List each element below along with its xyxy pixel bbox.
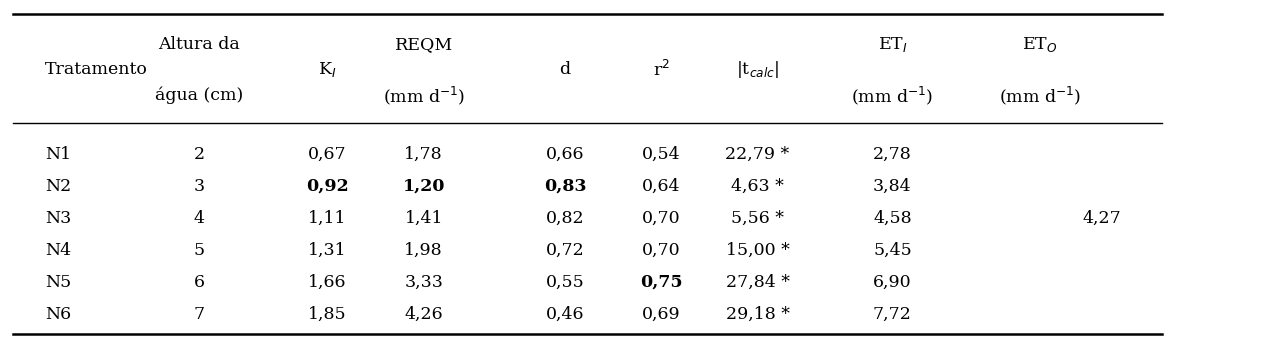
Text: ET$_I$: ET$_I$ bbox=[877, 35, 908, 54]
Text: ET$_O$: ET$_O$ bbox=[1022, 35, 1058, 54]
Text: REQM: REQM bbox=[394, 36, 453, 53]
Text: N3: N3 bbox=[45, 210, 71, 227]
Text: 7,72: 7,72 bbox=[873, 306, 912, 323]
Text: Altura da: Altura da bbox=[158, 36, 240, 53]
Text: 3,33: 3,33 bbox=[404, 274, 443, 291]
Text: 0,46: 0,46 bbox=[546, 306, 584, 323]
Text: N1: N1 bbox=[45, 146, 71, 163]
Text: 0,70: 0,70 bbox=[642, 210, 681, 227]
Text: 0,66: 0,66 bbox=[546, 146, 584, 163]
Text: 22,79 *: 22,79 * bbox=[725, 146, 790, 163]
Text: N6: N6 bbox=[45, 306, 71, 323]
Text: 1,98: 1,98 bbox=[404, 242, 443, 259]
Text: (mm d$^{-1}$): (mm d$^{-1}$) bbox=[383, 84, 465, 107]
Text: 0,83: 0,83 bbox=[543, 178, 587, 195]
Text: 1,41: 1,41 bbox=[404, 210, 443, 227]
Text: |t$_{calc}$|: |t$_{calc}$| bbox=[736, 59, 779, 80]
Text: K$_I$: K$_I$ bbox=[318, 60, 336, 79]
Text: 27,84 *: 27,84 * bbox=[725, 274, 790, 291]
Text: 0,72: 0,72 bbox=[546, 242, 584, 259]
Text: 2,78: 2,78 bbox=[873, 146, 912, 163]
Text: N4: N4 bbox=[45, 242, 71, 259]
Text: 0,54: 0,54 bbox=[642, 146, 681, 163]
Text: 1,66: 1,66 bbox=[308, 274, 347, 291]
Text: 1,31: 1,31 bbox=[308, 242, 347, 259]
Text: d: d bbox=[560, 61, 570, 78]
Text: 4: 4 bbox=[194, 210, 204, 227]
Text: 5,45: 5,45 bbox=[873, 242, 912, 259]
Text: 4,63 *: 4,63 * bbox=[731, 178, 785, 195]
Text: r$^2$: r$^2$ bbox=[652, 60, 670, 80]
Text: 5: 5 bbox=[194, 242, 204, 259]
Text: N5: N5 bbox=[45, 274, 71, 291]
Text: 0,67: 0,67 bbox=[308, 146, 347, 163]
Text: 4,27: 4,27 bbox=[1082, 210, 1121, 227]
Text: 0,64: 0,64 bbox=[642, 178, 681, 195]
Text: 2: 2 bbox=[194, 146, 204, 163]
Text: água (cm): água (cm) bbox=[155, 87, 243, 104]
Text: 6,90: 6,90 bbox=[873, 274, 912, 291]
Text: 1,20: 1,20 bbox=[402, 178, 446, 195]
Text: 5,56 *: 5,56 * bbox=[731, 210, 785, 227]
Text: 29,18 *: 29,18 * bbox=[725, 306, 790, 323]
Text: Tratamento: Tratamento bbox=[45, 61, 148, 78]
Text: 1,78: 1,78 bbox=[404, 146, 443, 163]
Text: 0,82: 0,82 bbox=[546, 210, 584, 227]
Text: (mm d$^{-1}$): (mm d$^{-1}$) bbox=[999, 84, 1081, 107]
Text: 4,26: 4,26 bbox=[404, 306, 443, 323]
Text: 7: 7 bbox=[194, 306, 204, 323]
Text: 3,84: 3,84 bbox=[873, 178, 912, 195]
Text: 3: 3 bbox=[194, 178, 204, 195]
Text: 0,69: 0,69 bbox=[642, 306, 681, 323]
Text: N2: N2 bbox=[45, 178, 71, 195]
Text: 1,85: 1,85 bbox=[308, 306, 347, 323]
Text: 1,11: 1,11 bbox=[308, 210, 347, 227]
Text: (mm d$^{-1}$): (mm d$^{-1}$) bbox=[851, 84, 933, 107]
Text: 4,58: 4,58 bbox=[873, 210, 912, 227]
Text: 15,00 *: 15,00 * bbox=[725, 242, 790, 259]
Text: 0,70: 0,70 bbox=[642, 242, 681, 259]
Text: 0,55: 0,55 bbox=[546, 274, 584, 291]
Text: 6: 6 bbox=[194, 274, 204, 291]
Text: 0,75: 0,75 bbox=[639, 274, 683, 291]
Text: 0,92: 0,92 bbox=[306, 178, 349, 195]
